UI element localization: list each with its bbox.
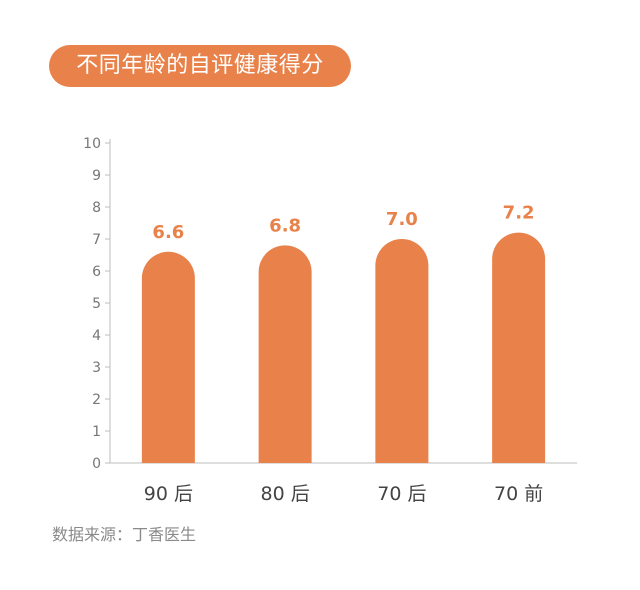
data-label: 7.0 — [386, 209, 418, 230]
source-note: 数据来源：丁香医生 — [52, 525, 197, 544]
y-tick-label: 2 — [92, 392, 101, 408]
data-label: 6.6 — [152, 222, 184, 243]
bar — [258, 245, 312, 463]
chart-title: 不同年龄的自评健康得分 — [49, 45, 351, 87]
y-tick-label: 0 — [92, 456, 101, 472]
y-tick-label: 4 — [92, 328, 101, 344]
x-tick-label: 70 前 — [494, 483, 543, 505]
y-tick-label: 8 — [92, 200, 101, 216]
data-label: 7.2 — [503, 203, 535, 224]
y-tick-label: 1 — [92, 424, 101, 440]
data-label: 6.8 — [269, 215, 301, 236]
bar — [375, 239, 429, 463]
x-tick-label: 80 后 — [261, 483, 310, 505]
y-tick-label: 5 — [92, 296, 101, 312]
x-tick-label: 70 后 — [377, 483, 426, 505]
bar — [141, 251, 195, 463]
y-tick-label: 10 — [83, 136, 101, 152]
y-tick-label: 6 — [92, 264, 101, 280]
bar — [492, 232, 546, 463]
y-tick-label: 3 — [92, 360, 101, 376]
y-tick-label: 9 — [92, 168, 101, 184]
y-tick-label: 7 — [92, 232, 101, 248]
x-tick-label: 90 后 — [144, 483, 193, 505]
